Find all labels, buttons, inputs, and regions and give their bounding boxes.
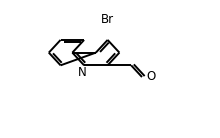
Text: O: O: [146, 70, 156, 83]
Text: Br: Br: [101, 13, 114, 26]
Text: N: N: [78, 66, 87, 79]
